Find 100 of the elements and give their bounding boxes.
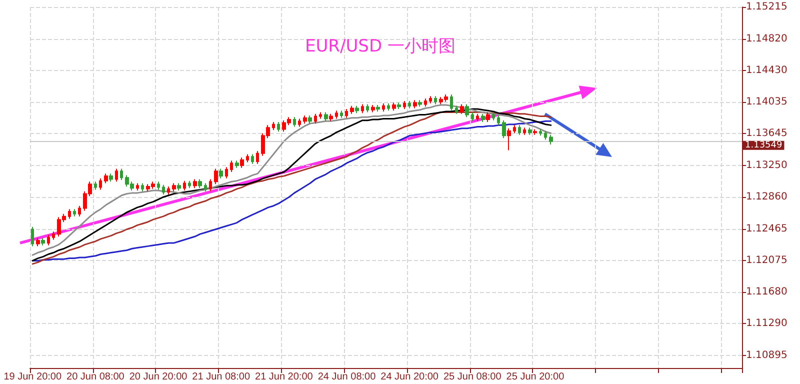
candlestick xyxy=(533,128,537,136)
candlestick xyxy=(47,234,50,246)
candlestick xyxy=(523,127,526,136)
candlestick xyxy=(308,115,312,124)
candlestick xyxy=(387,102,390,112)
candlestick xyxy=(366,104,369,113)
candlestick xyxy=(471,112,474,122)
candlestick xyxy=(376,104,380,112)
candlestick xyxy=(177,182,181,192)
y-tick-label: 1.11680 xyxy=(746,286,788,298)
y-tick-label: 1.12860 xyxy=(746,191,788,202)
candlestick xyxy=(397,102,401,110)
candlestick xyxy=(518,124,521,136)
y-tick-label: 1.12075 xyxy=(746,254,788,266)
candlestick xyxy=(209,178,212,192)
candlestick xyxy=(528,127,532,136)
candlestick xyxy=(355,105,359,114)
x-tick-label: 19 Jun 20:00 xyxy=(4,372,62,382)
y-tick-label: 1.11290 xyxy=(746,318,788,330)
candlestick xyxy=(507,128,511,151)
candlestick xyxy=(272,121,275,131)
candlestick xyxy=(486,112,490,122)
candlestick xyxy=(429,96,432,104)
candlestick xyxy=(240,156,244,168)
x-tick-label: 24 Jun 08:00 xyxy=(318,372,376,382)
candlestick xyxy=(256,150,259,164)
candlestick xyxy=(68,208,71,220)
candlestick xyxy=(167,186,170,196)
candlestick xyxy=(183,180,186,192)
candlestick xyxy=(246,154,249,163)
candlestick xyxy=(251,154,254,164)
candlestick xyxy=(136,182,139,192)
x-tick-label: 24 Jun 20:00 xyxy=(380,372,439,382)
candlestick xyxy=(303,115,307,124)
x-tick-label: 20 Jun 20:00 xyxy=(129,372,188,382)
y-tick-label: 1.14035 xyxy=(746,96,788,108)
candlestick xyxy=(345,108,348,118)
candlestick xyxy=(120,168,123,181)
candlestick xyxy=(324,112,328,122)
candlestick xyxy=(497,115,500,126)
candlestick xyxy=(162,184,165,196)
candlestick xyxy=(481,113,485,122)
y-tick-label: 1.13250 xyxy=(746,160,788,172)
candlestick xyxy=(476,113,479,122)
candlestick xyxy=(41,238,45,246)
candlestick xyxy=(392,102,396,112)
candlestick xyxy=(219,168,223,179)
candlestick xyxy=(204,182,207,192)
candlestick xyxy=(492,112,495,121)
candlestick xyxy=(455,105,458,114)
candlestick xyxy=(277,121,280,132)
candlestick xyxy=(78,205,81,217)
candlestick xyxy=(314,113,317,124)
candlestick xyxy=(434,96,437,105)
candlestick xyxy=(382,102,385,112)
y-tick-label: 1.10895 xyxy=(746,350,788,361)
candlestick xyxy=(193,178,197,189)
candlestick xyxy=(513,124,516,134)
candlestick xyxy=(298,118,301,128)
y-tick-label: 1.12465 xyxy=(746,223,788,234)
candlestick xyxy=(157,181,160,190)
candlestick xyxy=(104,173,108,184)
candlestick xyxy=(340,110,343,118)
candlestick xyxy=(413,100,417,109)
x-tick-label: 21 Jun 08:00 xyxy=(192,372,250,382)
y-tick-label: 1.15215 xyxy=(746,2,788,12)
candlestick xyxy=(141,182,144,192)
candlestick xyxy=(335,110,338,120)
candlestick xyxy=(225,166,228,179)
candlestick xyxy=(214,168,218,185)
candlestick xyxy=(371,104,375,113)
candlestick xyxy=(465,104,469,118)
candlestick xyxy=(115,168,118,182)
candlestick xyxy=(319,112,322,120)
candlestick xyxy=(502,120,506,139)
candlestick xyxy=(460,104,464,114)
candlestick xyxy=(549,134,553,146)
candlestick xyxy=(350,105,354,114)
y-tick-label: 1.13645 xyxy=(746,128,788,140)
candlestick xyxy=(361,104,364,114)
candlestick xyxy=(94,181,97,190)
candlestick xyxy=(450,94,453,112)
candlestick xyxy=(109,173,113,182)
x-tick-label: 20 Jun 08:00 xyxy=(66,372,125,382)
y-tick-label: 1.14820 xyxy=(746,33,788,44)
candlestick xyxy=(235,160,239,168)
y-tick-label: 1.14430 xyxy=(746,64,788,76)
x-tick-label: 25 Jun 20:00 xyxy=(506,372,565,382)
candlestick xyxy=(329,113,333,122)
candlestick xyxy=(544,130,547,140)
candlestick xyxy=(31,226,34,247)
candlestick xyxy=(172,182,176,192)
candlestick xyxy=(198,178,202,189)
candlestick xyxy=(73,208,76,217)
candlestick xyxy=(99,178,102,190)
candlestick xyxy=(230,160,233,172)
candlestick xyxy=(293,116,296,128)
text: EUR/USD 一小时图 xyxy=(305,36,456,56)
ref-line-label: 1.13549 xyxy=(745,140,782,150)
candlestick xyxy=(36,238,40,247)
